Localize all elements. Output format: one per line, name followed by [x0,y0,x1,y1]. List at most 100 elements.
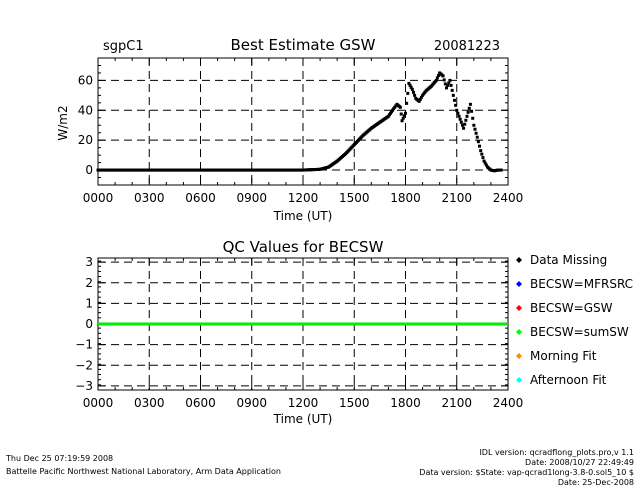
data-point [401,116,405,120]
data-point [476,140,480,144]
data-point [459,120,463,124]
data-point [483,161,487,165]
data-point [463,122,467,126]
legend: Data Missing BECSW=MFRSRC BECSW=GSW BECSW=s… [516,253,633,387]
data-point [465,114,469,118]
x-tick-label: 1500 [339,396,370,410]
x-tick-label: 2400 [493,396,524,410]
data-point [454,103,458,107]
legend-marker [516,329,522,335]
data-point [474,131,478,135]
data-point [452,98,456,102]
data-point [448,78,452,82]
data-point [419,95,423,99]
data-point [451,93,455,97]
data-point [408,83,412,87]
data-point [450,88,454,92]
legend-label: Morning Fit [530,349,597,363]
y-tick-label: −3 [75,379,93,393]
legend-marker [516,281,522,287]
x-tick-label: 0000 [83,191,114,205]
data-point [410,87,414,91]
data-point [456,111,460,115]
data-point [460,123,464,127]
legend-marker [516,377,522,383]
x-tick-label: 1500 [339,191,370,205]
data-point [435,76,439,80]
data-point [457,114,461,118]
data-point [443,82,447,86]
x-tick-label: 0300 [134,396,165,410]
footer-idl: IDL version: qcradflong_plots.pro,v 1.1 [479,448,634,457]
data-point [445,86,448,90]
x-tick-label: 0300 [134,191,165,205]
data-point [405,101,409,105]
data-point [458,117,462,121]
data-point [437,73,441,77]
data-point [480,152,484,156]
top-chart: 0000 0300 0600 0900 1200 1500 1800 2100 2400 0 20 4… [78,57,524,205]
data-point [413,93,417,97]
data-point [468,102,472,106]
data-point [400,119,404,123]
data-point [402,114,406,118]
data-point [417,99,421,103]
x-tick-label: 0900 [236,396,267,410]
y-tick-label: 0 [85,317,93,331]
y-tick-label: 20 [78,133,93,147]
x-tick-label: 2100 [441,191,472,205]
x-tick-label: 0600 [185,191,216,205]
y-tick-label: 2 [85,276,93,290]
x-tick-label: 2100 [441,396,472,410]
data-point [442,78,446,82]
data-point [434,78,438,82]
data-point [484,163,488,167]
legend-label: Afternoon Fit [530,373,607,387]
bottom-xlabel: Time (UT) [273,412,333,426]
data-point [441,74,445,78]
bottom-chart-title: QC Values for BECSW [223,238,384,256]
data-point [462,126,466,130]
x-tick-label: 1200 [288,191,319,205]
data-point [470,109,474,113]
legend-label: BECSW=sumSW [530,325,629,339]
data-point [464,118,468,122]
data-point [482,159,486,163]
top-chart-title: Best Estimate GSW [231,36,376,54]
x-tick-label: 2400 [493,191,524,205]
legend-label: BECSW=GSW [530,301,613,315]
legend-marker [516,257,522,263]
data-point [404,111,407,115]
x-tick-label: 0600 [185,396,216,410]
data-point [466,110,470,114]
y-tick-label: 60 [78,73,93,87]
data-point [479,149,483,153]
x-tick-label: 0900 [236,191,267,205]
data-point [446,83,450,87]
legend-marker [516,305,522,311]
data-point [473,127,477,131]
y-tick-label: 40 [78,103,93,117]
data-point [398,105,402,109]
top-ylabel: W/m2 [56,105,70,140]
data-point [499,168,503,172]
footer-lab: Battelle Pacific Northwest National Labo… [6,467,281,476]
data-point [449,83,453,87]
date-label: 20081223 [434,39,500,54]
y-tick-label: −1 [75,338,93,352]
data-point [399,112,403,116]
footer-date: Thu Dec 25 07:19:59 2008 [6,454,114,463]
footer-data-version: Data version: $State: vap-qcrad1long-3.8… [419,468,634,477]
legend-label: BECSW=MFRSRC [530,277,633,291]
bottom-chart: 0000 0300 0600 0900 1200 1500 1800 2100 2400 3 2 1 0… [75,255,523,410]
data-point [475,135,479,139]
y-tick-label: 3 [85,255,93,269]
data-point [418,97,422,101]
site-label: sgpC1 [103,39,144,54]
footer-idl-date: Date: 2008/10/27 22:49:49 [525,458,634,467]
x-tick-label: 0000 [83,396,114,410]
data-point [478,144,482,148]
data-point [455,108,459,112]
data-point [471,116,475,120]
